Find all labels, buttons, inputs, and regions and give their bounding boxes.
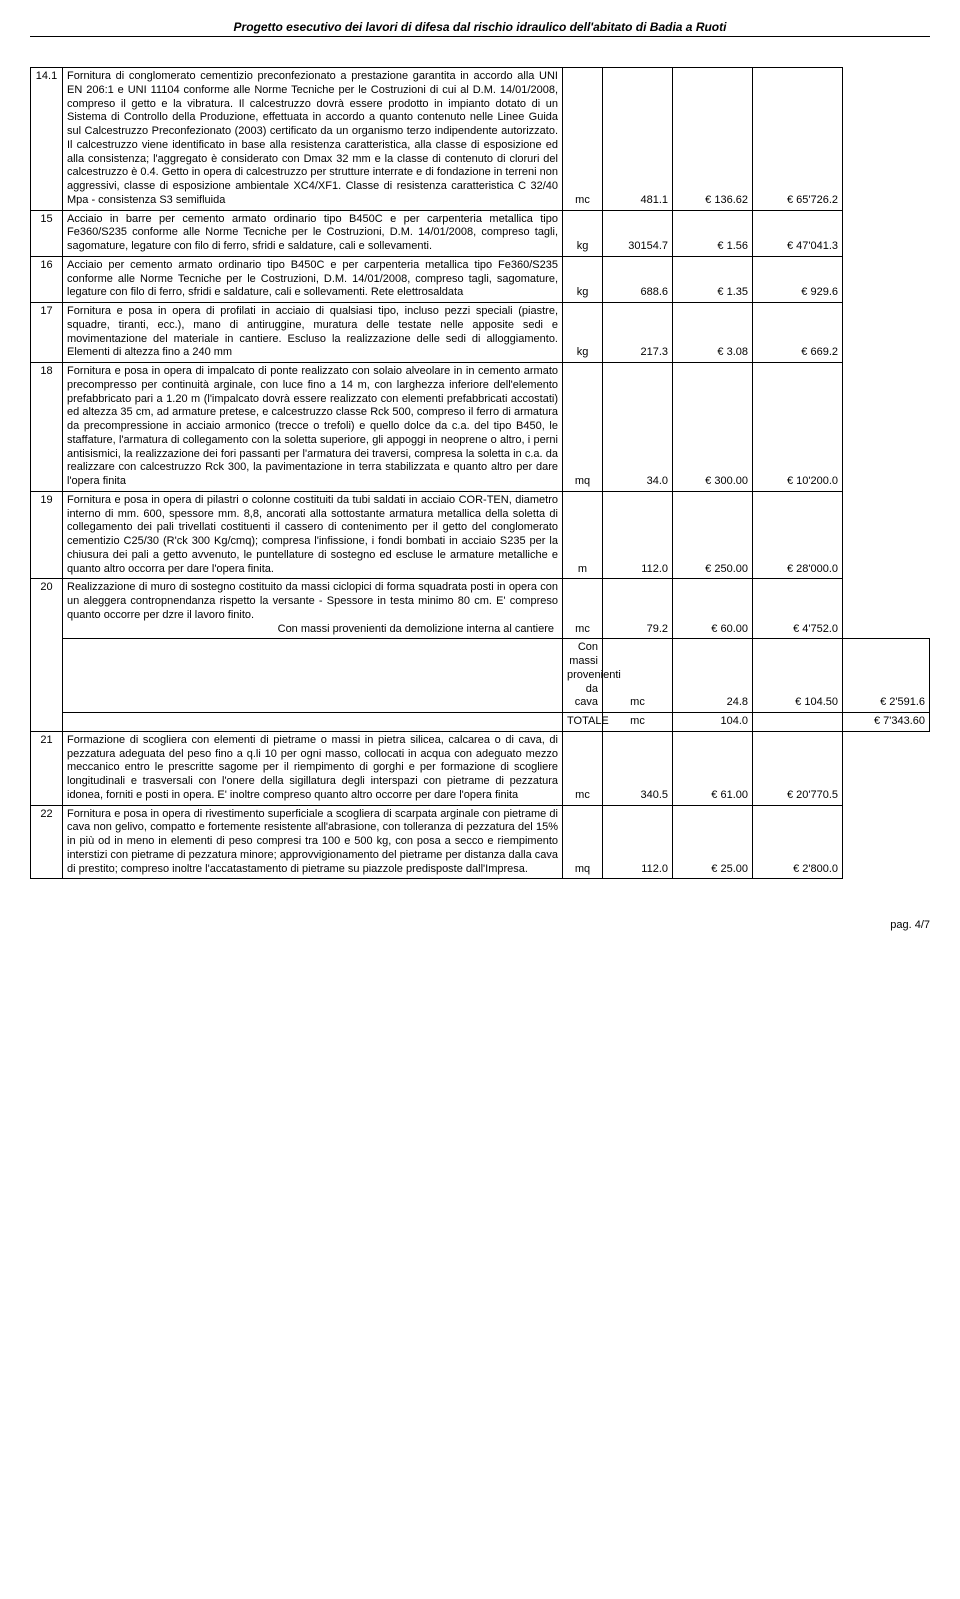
row-num-empty: [63, 713, 563, 732]
row-price: € 60.00: [673, 579, 753, 639]
row-qty: 30154.7: [603, 210, 673, 256]
row-price: € 250.00: [673, 491, 753, 579]
row-num: 14.1: [31, 68, 63, 211]
row-price: € 61.00: [673, 731, 753, 805]
subline-label: Con massi provenienti da cava: [563, 639, 603, 713]
row-qty: 481.1: [603, 68, 673, 211]
row-total: € 65'726.2: [753, 68, 843, 211]
row-unit: mc: [563, 579, 603, 639]
row-total: € 20'770.5: [753, 731, 843, 805]
row-num: 19: [31, 491, 63, 579]
subline-label: Con massi provenienti da demolizione int…: [67, 623, 558, 637]
row-total: € 47'041.3: [753, 210, 843, 256]
row-qty: 24.8: [673, 639, 753, 713]
row-qty: 217.3: [603, 303, 673, 363]
row-unit: mc: [563, 68, 603, 211]
row-qty: 112.0: [603, 805, 673, 879]
row-num: 20: [31, 579, 63, 732]
row-desc: Fornitura e posa in opera di impalcato d…: [63, 363, 563, 492]
row-unit: mq: [563, 363, 603, 492]
row-num: 15: [31, 210, 63, 256]
row-num-empty: [63, 639, 563, 713]
row-qty: 104.0: [673, 713, 753, 732]
row-unit: kg: [563, 303, 603, 363]
row-unit: mq: [563, 805, 603, 879]
row-num: 21: [31, 731, 63, 805]
row-total: € 4'752.0: [753, 579, 843, 639]
row-total: € 929.6: [753, 256, 843, 302]
row-num: 16: [31, 256, 63, 302]
row-price: € 1.56: [673, 210, 753, 256]
row-price: € 300.00: [673, 363, 753, 492]
cost-table: 14.1Fornitura di conglomerato cementizio…: [30, 67, 930, 879]
row-total: € 28'000.0: [753, 491, 843, 579]
row-unit: mc: [563, 731, 603, 805]
row-price: € 104.50: [753, 639, 843, 713]
row-desc: Realizzazione di muro di sostegno costit…: [63, 579, 563, 639]
row-qty: 79.2: [603, 579, 673, 639]
page-title: Progetto esecutivo dei lavori di difesa …: [30, 20, 930, 37]
row-num: 22: [31, 805, 63, 879]
row-desc: Acciaio per cemento armato ordinario tip…: [63, 256, 563, 302]
row-unit: mc: [603, 713, 673, 732]
subline-label: TOTALE: [563, 713, 603, 732]
row-price: € 1.35: [673, 256, 753, 302]
row-price: [753, 713, 843, 732]
row-price: € 3.08: [673, 303, 753, 363]
row-total: € 2'591.6: [843, 639, 930, 713]
row-num: 18: [31, 363, 63, 492]
page-footer: pag. 4/7: [30, 919, 930, 931]
row-desc: Formazione di scogliera con elementi di …: [63, 731, 563, 805]
row-desc: Fornitura di conglomerato cementizio pre…: [63, 68, 563, 211]
row-total: € 2'800.0: [753, 805, 843, 879]
row-desc: Fornitura e posa in opera di rivestiment…: [63, 805, 563, 879]
row-total: € 7'343.60: [843, 713, 930, 732]
row-qty: 112.0: [603, 491, 673, 579]
row-unit: m: [563, 491, 603, 579]
row-unit: kg: [563, 210, 603, 256]
row-desc: Acciaio in barre per cemento armato ordi…: [63, 210, 563, 256]
row-price: € 136.62: [673, 68, 753, 211]
row-desc: Fornitura e posa in opera di pilastri o …: [63, 491, 563, 579]
row-unit: kg: [563, 256, 603, 302]
row-qty: 340.5: [603, 731, 673, 805]
row-qty: 688.6: [603, 256, 673, 302]
row-num: 17: [31, 303, 63, 363]
row-price: € 25.00: [673, 805, 753, 879]
row-desc: Fornitura e posa in opera di profilati i…: [63, 303, 563, 363]
row-qty: 34.0: [603, 363, 673, 492]
row-total: € 10'200.0: [753, 363, 843, 492]
row-total: € 669.2: [753, 303, 843, 363]
